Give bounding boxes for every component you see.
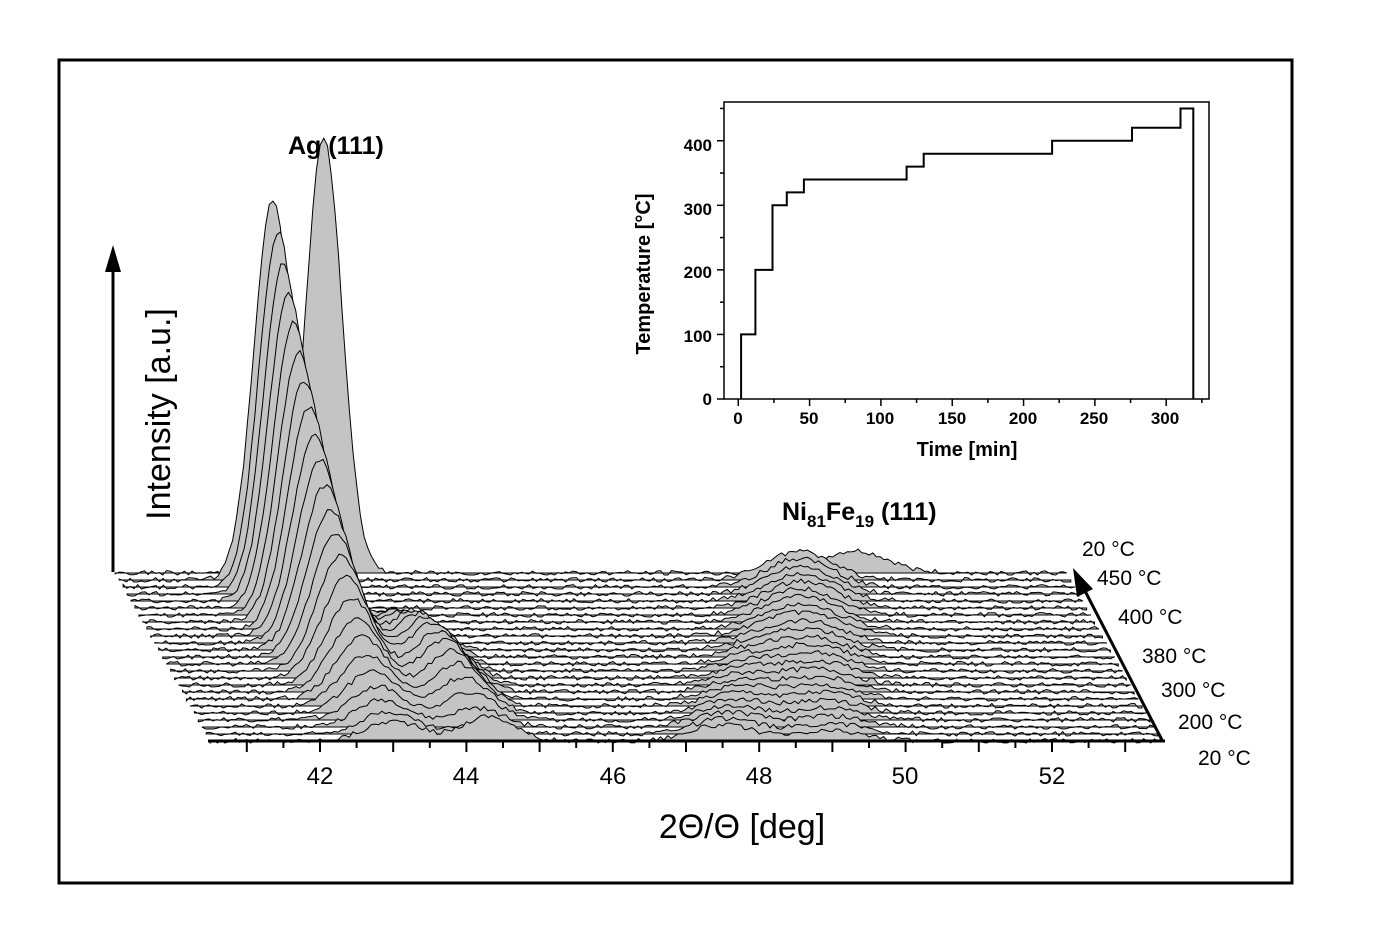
xrd-trace	[142, 381, 1095, 626]
xrd-trace	[122, 231, 1076, 590]
temperature-label: 400 °C	[1118, 606, 1182, 629]
temperature-label: 300 °C	[1161, 679, 1225, 702]
inset-y-tick-label: 400	[684, 136, 712, 155]
inset-ticks	[717, 107, 1203, 406]
x-tick-label: 46	[600, 763, 627, 790]
inset-y-tick-label: 200	[684, 263, 712, 282]
x-tick-label: 48	[746, 763, 773, 790]
ag-peak-label: Ag (111)	[288, 132, 384, 160]
x-axis-title: 2Θ/Θ [deg]	[659, 808, 825, 846]
nife-peak-label-tail: (111)	[874, 498, 937, 526]
nife-peak-label-sub2: 19	[855, 512, 874, 531]
x-axis-tick-labels: 42 44 46 48 50 52	[307, 763, 1066, 790]
xrd-trace	[118, 200, 1072, 583]
inset-x-tick-label: 150	[938, 409, 966, 428]
xrd-trace	[185, 634, 1139, 703]
nife-peak-label-ni: Ni	[782, 498, 807, 526]
inset-y-tick-label: 300	[684, 200, 712, 219]
depth-arrow-shaft	[1082, 588, 1164, 741]
xrd-trace	[130, 291, 1084, 604]
x-tick-label: 44	[453, 763, 480, 790]
intensity-arrow-head	[105, 245, 121, 272]
temperature-label: 450 °C	[1097, 567, 1161, 590]
temperature-label: 380 °C	[1142, 645, 1206, 668]
nife-peak-label: Ni81Fe19 (111)	[782, 498, 937, 531]
xrd-trace	[134, 320, 1088, 611]
inset-plot-frame	[723, 101, 1210, 400]
inset-y-axis-title: Temperature [°C]	[633, 194, 655, 355]
xrd-trace	[193, 669, 1147, 716]
nife-peak-label-fe: Fe	[826, 498, 855, 526]
temperature-label: 200 °C	[1178, 711, 1242, 734]
x-axis-ticks	[245, 741, 1127, 752]
xrd-traces	[114, 137, 1163, 744]
nife-peak-label-sub1: 81	[807, 512, 826, 531]
inset-x-tick-label: 0	[733, 409, 742, 428]
inset-x-tick-label: 300	[1151, 409, 1179, 428]
inset-temperature-chart: 0 50 100 150 200 250 300 0 100 200 300 4…	[633, 101, 1210, 461]
x-tick-label: 52	[1039, 763, 1066, 790]
inset-x-tick-label: 50	[800, 409, 819, 428]
xrd-trace	[126, 263, 1080, 597]
inset-x-tick-label: 200	[1009, 409, 1037, 428]
xrd-trace	[146, 406, 1099, 632]
inset-y-tick-label: 0	[703, 390, 712, 409]
x-tick-label: 50	[892, 763, 919, 790]
x-tick-label: 42	[307, 763, 334, 790]
depth-arrow-head	[1073, 568, 1093, 597]
inset-y-tick-label: 100	[684, 327, 712, 346]
temperature-label: 20 °C	[1198, 747, 1251, 770]
temperature-label: 20 °C	[1082, 538, 1135, 561]
xrd-trace	[138, 349, 1091, 618]
inset-x-axis-title: Time [min]	[917, 439, 1018, 461]
xrd-trace	[158, 484, 1111, 654]
xrd-trace	[197, 684, 1151, 723]
temperature-profile-line	[740, 107, 1195, 399]
y-axis-title: Intensity [a.u.]	[140, 308, 178, 520]
xrd-trace	[201, 698, 1155, 730]
inset-x-tick-label: 100	[866, 409, 894, 428]
figure-frame	[57, 58, 1294, 885]
inset-x-tick-label: 250	[1080, 409, 1108, 428]
